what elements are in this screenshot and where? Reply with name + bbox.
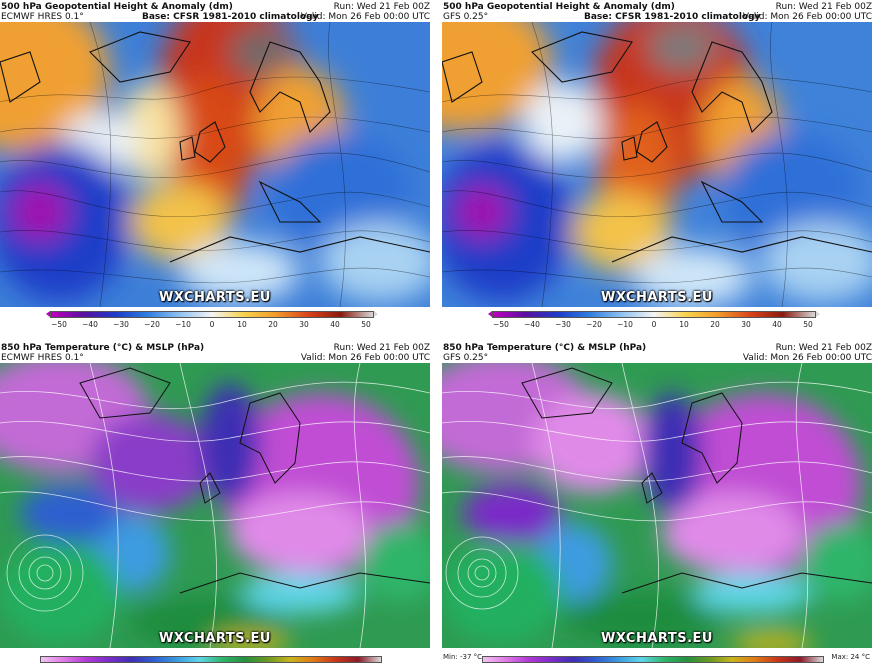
- colorbar-tick: 0: [651, 320, 657, 329]
- colorbar-tick: −40: [524, 320, 540, 329]
- panel-header: 850 hPa Temperature (°C) & MSLP (hPa) EC…: [0, 341, 430, 363]
- panel-title: 850 hPa Temperature (°C) & MSLP (hPa): [1, 343, 205, 353]
- colorbar-tick: −30: [555, 320, 571, 329]
- run-label: Run: Wed 21 Feb 00Z: [333, 2, 430, 12]
- panel-header: 850 hPa Temperature (°C) & MSLP (hPa) GF…: [442, 341, 872, 363]
- temperature-map-graphic: [0, 363, 430, 648]
- anomaly-map-graphic: [0, 22, 430, 307]
- panel-title: 500 hPa Geopotential Height & Anomaly (d…: [443, 2, 675, 12]
- model-label: GFS 0.25°: [443, 353, 489, 363]
- colorbar-gradient: [482, 656, 824, 663]
- colorbar-tick: −30: [113, 320, 129, 329]
- temperature-map: WXCHARTS.EU: [442, 363, 872, 648]
- colorbar-left-cap: [488, 311, 492, 317]
- temperature-map-graphic: [442, 363, 872, 648]
- colorbar-left-cap: [46, 311, 50, 317]
- model-label: ECMWF HRES 0.1°: [1, 12, 84, 22]
- anomaly-map: WXCHARTS.EU: [442, 22, 872, 307]
- anomaly-colorbar: −50 −40 −30 −20 −10 0 10 20 30 40 50: [46, 309, 378, 331]
- colorbar-tick: 20: [710, 320, 720, 329]
- colorbar-tick: 30: [299, 320, 309, 329]
- base-label: Base: CFSR 1981-2010 climatology: [584, 12, 761, 22]
- colorbar-tick: −10: [175, 320, 191, 329]
- panel-header: 500 hPa Geopotential Height & Anomaly (d…: [442, 0, 872, 22]
- model-label: GFS 0.25°: [443, 12, 489, 22]
- colorbar-tick: 50: [361, 320, 371, 329]
- colorbar-right-cap: [374, 311, 378, 317]
- run-label: Run: Wed 21 Feb 00Z: [775, 2, 872, 12]
- colorbar-tick: −50: [51, 320, 67, 329]
- colorbar-tick: −10: [617, 320, 633, 329]
- panel-gfs-500hpa: 500 hPa Geopotential Height & Anomaly (d…: [442, 0, 872, 335]
- colorbar-right-cap: [816, 311, 820, 317]
- wxcharts-logo: WXCHARTS.EU: [601, 631, 713, 646]
- valid-label: Valid: Mon 26 Feb 00:00 UTC: [742, 353, 872, 363]
- panel-ecmwf-850hpa: 850 hPa Temperature (°C) & MSLP (hPa) EC…: [0, 341, 430, 664]
- colorbar-tick: 0: [209, 320, 215, 329]
- wxcharts-logo: WXCHARTS.EU: [159, 631, 271, 646]
- max-temperature-label: Max: 24 °C: [831, 653, 870, 661]
- temperature-colorbar: [0, 654, 430, 668]
- colorbar-tick: 40: [330, 320, 340, 329]
- min-temperature-label: Min: -37 °C: [443, 653, 483, 661]
- base-label: Base: CFSR 1981-2010 climatology: [142, 12, 319, 22]
- valid-label: Valid: Mon 26 Feb 00:00 UTC: [742, 12, 872, 22]
- anomaly-colorbar: −50 −40 −30 −20 −10 0 10 20 30 40 50: [488, 309, 820, 331]
- anomaly-map-graphic: [442, 22, 872, 307]
- colorbar-gradient: [50, 311, 374, 318]
- colorbar-gradient: [492, 311, 816, 318]
- colorbar-tick: 30: [741, 320, 751, 329]
- wxcharts-logo: WXCHARTS.EU: [159, 290, 271, 305]
- panel-ecmwf-500hpa: 500 hPa Geopotential Height & Anomaly (d…: [0, 0, 430, 335]
- model-label: ECMWF HRES 0.1°: [1, 353, 84, 363]
- valid-label: Valid: Mon 26 Feb 00:00 UTC: [300, 12, 430, 22]
- panel-gfs-850hpa: 850 hPa Temperature (°C) & MSLP (hPa) GF…: [442, 341, 872, 664]
- colorbar-tick: 10: [237, 320, 247, 329]
- panel-title: 500 hPa Geopotential Height & Anomaly (d…: [1, 2, 233, 12]
- run-label: Run: Wed 21 Feb 00Z: [333, 343, 430, 353]
- colorbar-tick: −50: [493, 320, 509, 329]
- colorbar-tick: −40: [82, 320, 98, 329]
- colorbar-tick: 50: [803, 320, 813, 329]
- run-label: Run: Wed 21 Feb 00Z: [775, 343, 872, 353]
- temperature-map: WXCHARTS.EU: [0, 363, 430, 648]
- wxcharts-logo: WXCHARTS.EU: [601, 290, 713, 305]
- colorbar-tick: −20: [586, 320, 602, 329]
- valid-label: Valid: Mon 26 Feb 00:00 UTC: [300, 353, 430, 363]
- panel-header: 500 hPa Geopotential Height & Anomaly (d…: [0, 0, 430, 22]
- panel-title: 850 hPa Temperature (°C) & MSLP (hPa): [443, 343, 647, 353]
- colorbar-gradient: [40, 656, 382, 663]
- anomaly-map: WXCHARTS.EU: [0, 22, 430, 307]
- temperature-colorbar: Min: -37 °C Max: 24 °C: [442, 653, 872, 668]
- colorbar-tick: 20: [268, 320, 278, 329]
- colorbar-tick: 40: [772, 320, 782, 329]
- colorbar-tick: −20: [144, 320, 160, 329]
- colorbar-tick: 10: [679, 320, 689, 329]
